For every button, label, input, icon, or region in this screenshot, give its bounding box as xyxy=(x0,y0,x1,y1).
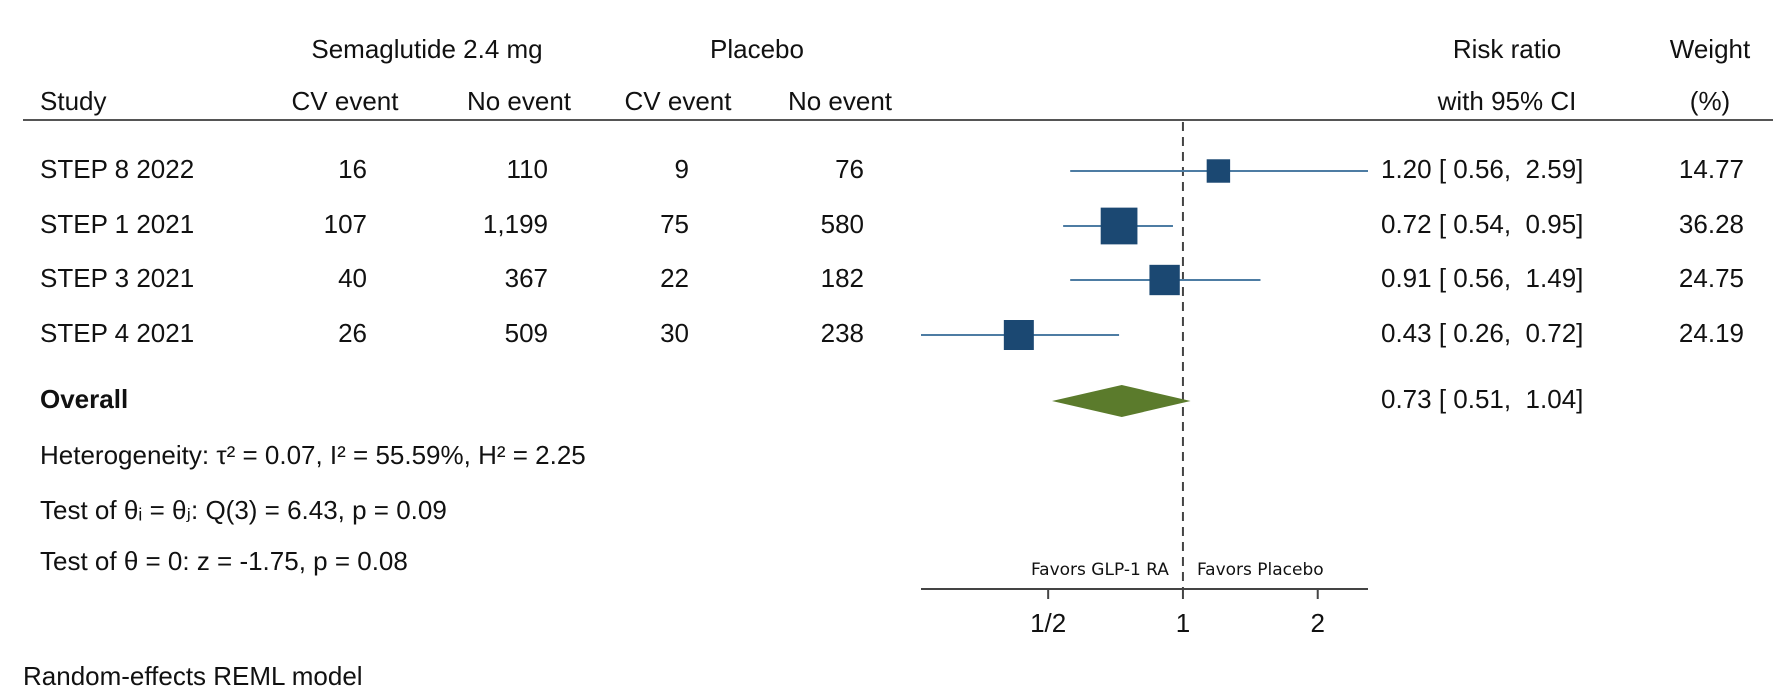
column-header: Study xyxy=(40,86,107,116)
estimate-header: with 95% CI xyxy=(1437,86,1577,116)
estimate-marker xyxy=(1149,264,1180,296)
overall-estimate: 0.73 [ 0.51, 1.04] xyxy=(1381,384,1583,414)
x-tick-label: 1/2 xyxy=(1030,608,1066,638)
count-cell: 182 xyxy=(821,263,864,293)
estimate-marker xyxy=(1003,319,1034,351)
count-cell: 75 xyxy=(660,209,689,239)
count-cell: 509 xyxy=(505,318,548,348)
column-header: CV event xyxy=(292,86,400,116)
estimate-label: 0.91 [ 0.56, 1.49] xyxy=(1381,263,1583,293)
weight-header: (%) xyxy=(1690,86,1730,116)
note: Test of θᵢ = θⱼ: Q(3) = 6.43, p = 0.09 xyxy=(40,495,447,525)
estimate-label: 1.20 [ 0.56, 2.59] xyxy=(1381,154,1583,184)
weight-label: 14.77 xyxy=(1679,154,1744,184)
count-cell: 16 xyxy=(338,154,367,184)
count-cell: 107 xyxy=(324,209,367,239)
column-header: No event xyxy=(467,86,572,116)
count-cell: 40 xyxy=(338,263,367,293)
x-tick-label: 1 xyxy=(1176,608,1190,638)
study-name: STEP 8 2022 xyxy=(40,154,194,184)
x-tick-label: 2 xyxy=(1310,608,1324,638)
weight-label: 24.19 xyxy=(1679,318,1744,348)
overall-label: Overall xyxy=(40,384,128,414)
note: Test of θ = 0: z = -1.75, p = 0.08 xyxy=(40,546,408,576)
estimate-label: 0.43 [ 0.26, 0.72] xyxy=(1381,318,1583,348)
column-group: Semaglutide 2.4 mg xyxy=(311,34,542,64)
study-name: STEP 3 2021 xyxy=(40,263,194,293)
weight-label: 24.75 xyxy=(1679,263,1744,293)
count-cell: 367 xyxy=(505,263,548,293)
column-header: No event xyxy=(788,86,893,116)
study-name: STEP 4 2021 xyxy=(40,318,194,348)
count-cell: 9 xyxy=(675,154,689,184)
favors-right: Favors Placebo xyxy=(1197,560,1324,580)
count-cell: 26 xyxy=(338,318,367,348)
estimate-header: Risk ratio xyxy=(1453,34,1561,64)
footer: Random-effects REML model xyxy=(23,661,363,691)
column-header: CV event xyxy=(625,86,733,116)
weight-label: 36.28 xyxy=(1679,209,1744,239)
count-cell: 110 xyxy=(507,154,548,184)
weight-header: Weight xyxy=(1670,34,1751,64)
count-cell: 76 xyxy=(835,154,864,184)
favors-left: Favors GLP-1 RA xyxy=(1031,560,1169,580)
estimate-label: 0.72 [ 0.54, 0.95] xyxy=(1381,209,1583,239)
overall-diamond xyxy=(1052,385,1191,417)
count-cell: 1,199 xyxy=(483,209,548,239)
count-cell: 238 xyxy=(821,318,864,348)
estimate-marker xyxy=(1206,159,1231,183)
column-group: Placebo xyxy=(710,34,804,64)
study-name: STEP 1 2021 xyxy=(40,209,194,239)
note: Heterogeneity: τ² = 0.07, I² = 55.59%, H… xyxy=(40,440,586,470)
estimate-marker xyxy=(1100,207,1138,245)
count-cell: 30 xyxy=(660,318,689,348)
count-cell: 22 xyxy=(660,263,689,293)
count-cell: 580 xyxy=(821,209,864,239)
